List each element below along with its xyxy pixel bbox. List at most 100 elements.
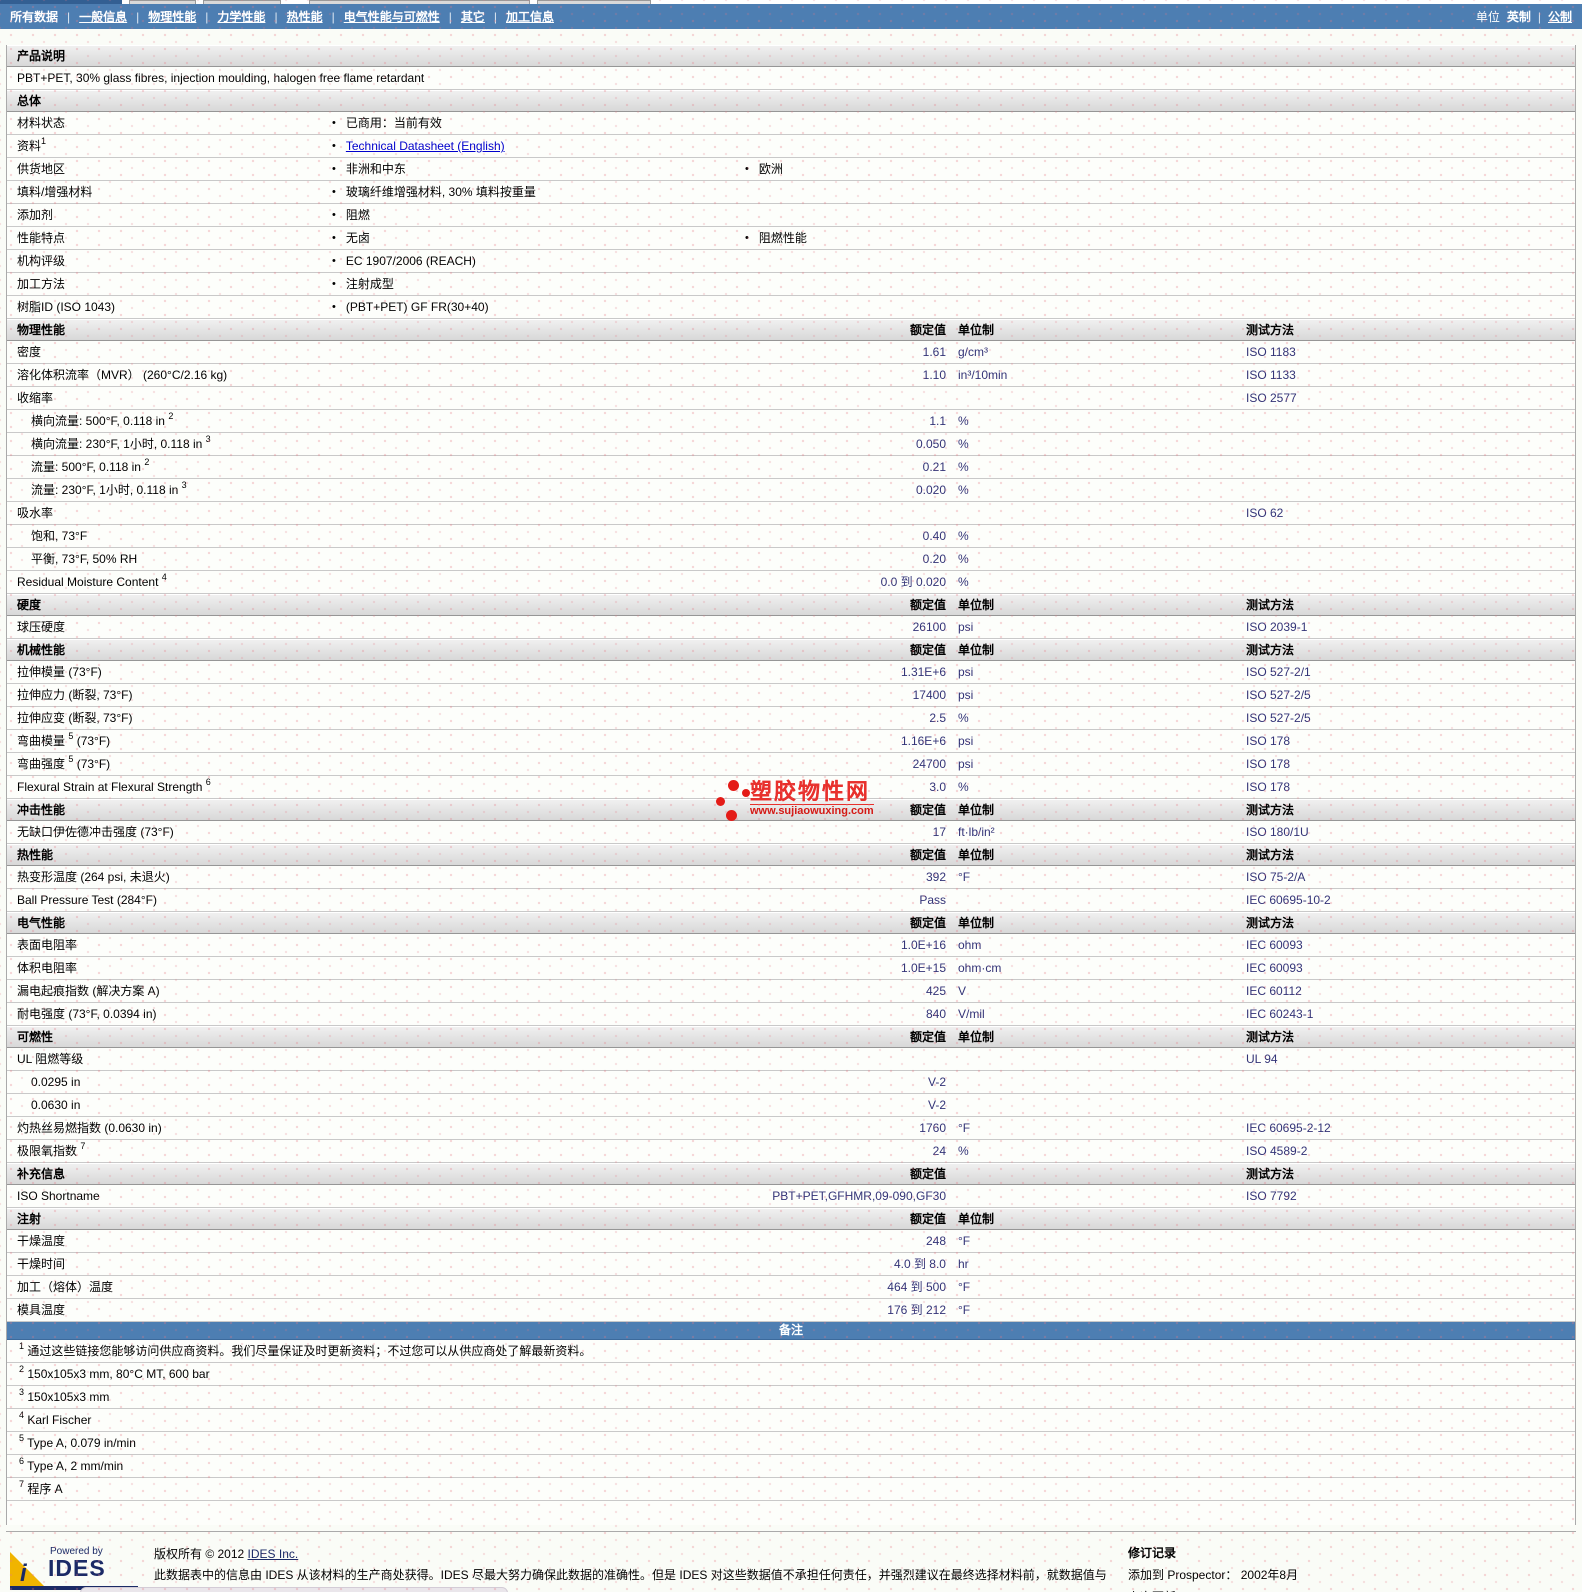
unit-metric-link[interactable]: 公制 [1547, 10, 1572, 24]
table-row: 弯曲模量 5 (73°F) 1.16E+6 psi ISO 178 [7, 730, 1575, 753]
table-row: 饱和, 73°F 0.40% [7, 525, 1575, 548]
col-header-value: 额定值 [909, 598, 946, 612]
table-row: 添加剂 • 阻燃 [7, 204, 1575, 227]
col-header-unit: 单位制 [958, 848, 995, 862]
nav-tab-3[interactable]: 力学性能 [217, 10, 266, 24]
watermark-url: www.sujiaowuxing.com [750, 804, 874, 817]
nav-tabs: 所有数据 | 一般信息 | 物理性能 | 力学性能 | 热性能 | 电气性能与可燃性 | 其它 | 加工信息 [10, 8, 1476, 25]
ides-logo[interactable]: i Powered by IDES [10, 1546, 138, 1590]
property-value: 1.31E+6 [900, 665, 946, 679]
table-row: 干燥温度 248 °F [7, 1230, 1575, 1253]
property-value: PBT+PET,GFHMR,09-090,GF30 [772, 1189, 946, 1203]
bullet-text: 阻燃 [345, 208, 370, 222]
note-row: 5 Type A, 0.079 in/min [7, 1432, 1575, 1455]
property-label: 供货地区 [17, 162, 66, 176]
footer: i Powered by IDES 版权所有 © 2012 IDES Inc. … [6, 1531, 1576, 1592]
note-row: 2 150x105x3 mm, 80°C MT, 600 bar [7, 1363, 1575, 1386]
bullet-text: (PBT+PET) GF FR(30+40) [345, 300, 489, 314]
table-row: 性能特点 • 无卤 • 阻燃性能 [7, 227, 1575, 250]
col-header-method [1244, 46, 1571, 66]
section-header: 硬度 额定值 单位制 测试方法 [7, 594, 1575, 616]
table-row: 流量: 500°F, 0.118 in 2 0.21% [7, 456, 1575, 479]
watermark-logo: 塑胶物性网 www.sujiaowuxing.com [716, 780, 874, 826]
property-label: 灼热丝易燃指数 (0.0630 in) [17, 1121, 162, 1135]
nav-tab-4[interactable]: 热性能 [286, 10, 323, 24]
nav-separator: | [331, 9, 335, 24]
property-label: 干燥时间 [17, 1257, 66, 1271]
property-unit: % [958, 780, 969, 794]
test-method [1244, 456, 1571, 478]
nav-tab-2[interactable]: 物理性能 [148, 10, 197, 24]
note-row: 4 Karl Fischer [7, 1409, 1575, 1432]
section-title: 硬度 [17, 598, 42, 612]
tab-stub [309, 0, 530, 4]
section-header: 注射 额定值 单位制 [7, 1208, 1575, 1230]
test-method: ISO 7792 [1246, 1189, 1297, 1203]
property-label: 拉伸应力 (断裂, 73°F) [17, 688, 133, 702]
table-row: Residual Moisture Content 4 0.0 到 0.020% [7, 571, 1575, 594]
test-method [1244, 1253, 1571, 1275]
property-label: ISO Shortname [17, 1189, 100, 1203]
note-text: 1 通过这些链接您能够访问供应商资料。我们尽量保证及时更新资料；不过您可以从供应… [19, 1341, 592, 1359]
property-label: 拉伸应变 (断裂, 73°F) [17, 711, 133, 725]
table-row: 资料1 • Technical Datasheet (English) [7, 135, 1575, 158]
nav-tab-0[interactable]: 所有数据 [10, 10, 59, 24]
nav-tab-7[interactable]: 加工信息 [505, 10, 554, 24]
property-value: 0.0 到 0.020 [880, 575, 946, 589]
property-unit: V [958, 984, 967, 998]
datasheet-link[interactable]: Technical Datasheet (English) [345, 139, 505, 153]
test-method: ISO 2039-1 [1246, 620, 1308, 634]
nav-tab-1[interactable]: 一般信息 [79, 10, 128, 24]
property-unit: ohm [958, 938, 982, 952]
ides-logo-triangle-icon [10, 1552, 44, 1586]
col-header-unit: 单位制 [958, 803, 995, 817]
spacer-row [7, 1501, 1575, 1525]
bullet-value-2 [745, 112, 1575, 134]
test-method: ISO 527-2/1 [1246, 665, 1311, 679]
test-method [1244, 410, 1571, 432]
section-header: 机械性能 额定值 单位制 测试方法 [7, 639, 1575, 661]
property-unit: psi [958, 620, 974, 634]
nav-separator: | [67, 9, 71, 24]
ides-inc-link[interactable]: IDES Inc. [247, 1547, 299, 1561]
bullet-value-2: • 欧洲 [745, 158, 1575, 180]
property-label: 漏电起痕指数 (解决方案 A) [17, 984, 160, 998]
test-method: ISO 1183 [1246, 345, 1296, 359]
bullet-icon: • [332, 140, 336, 152]
bullet-value-2 [745, 181, 1575, 203]
data-table: 产品说明 PBT+PET, 30% glass fibres, injection… [6, 45, 1576, 1525]
bullet-value: • 玻璃纤维增强材料, 30% 填料按重量 [332, 181, 745, 203]
property-value [760, 502, 950, 524]
bullet-icon: • [332, 209, 336, 221]
nav-tab-5[interactable]: 电气性能与可燃性 [343, 10, 440, 24]
table-row: UL 阻燃等级 UL 94 [7, 1048, 1575, 1071]
property-value: 0.21 [922, 460, 946, 474]
table-row: 球压硬度 26100 psi ISO 2039-1 [7, 616, 1575, 639]
bullet-value-2 [745, 296, 1575, 318]
note-row: 1 通过这些链接您能够访问供应商资料。我们尽量保证及时更新资料；不过您可以从供应… [7, 1340, 1575, 1363]
property-unit: psi [958, 688, 974, 702]
property-unit: % [958, 437, 969, 451]
col-header-unit [950, 1164, 1244, 1184]
table-row: 0.0295 in V-2 [7, 1071, 1575, 1094]
property-label: 平衡, 73°F, 50% RH [31, 552, 138, 566]
property-value: 1.10 [922, 368, 946, 382]
bullet-text: 注射成型 [345, 277, 394, 291]
property-label: 球压硬度 [17, 620, 66, 634]
property-unit [950, 889, 1244, 911]
table-row: 机构评级 • EC 1907/2006 (REACH) [7, 250, 1575, 273]
note-text: 3 150x105x3 mm [19, 1387, 110, 1405]
unit-switcher: 单位 英制 | 公制 [1476, 8, 1572, 25]
nav-bar: 所有数据 | 一般信息 | 物理性能 | 力学性能 | 热性能 | 电气性能与可燃性 | 其它 | 加工信息… [0, 4, 1582, 29]
test-method: ISO 178 [1246, 780, 1291, 794]
table-row: 干燥时间 4.0 到 8.0 hr [7, 1253, 1575, 1276]
bullet-value: • 无卤 [332, 227, 745, 249]
bullet-text: 非洲和中东 [345, 162, 406, 176]
nav-tab-6[interactable]: 其它 [460, 10, 485, 24]
table-row: 横向流量: 230°F, 1小时, 0.118 in 3 0.050% [7, 433, 1575, 456]
table-row: 溶化体积流率（MVR） (260°C/2.16 kg) 1.10 in³/10min… [7, 364, 1575, 387]
property-value: 1760 [919, 1121, 946, 1135]
property-unit: psi [958, 665, 974, 679]
property-value: 464 到 500 [887, 1280, 946, 1294]
unit-imperial[interactable]: 英制 [1506, 10, 1531, 24]
